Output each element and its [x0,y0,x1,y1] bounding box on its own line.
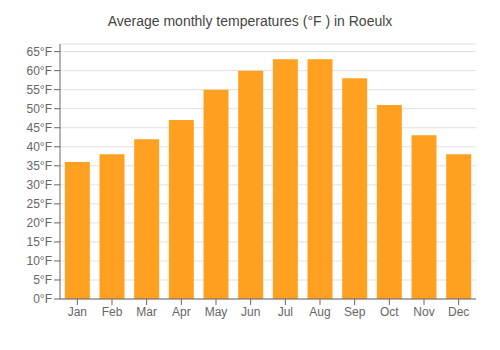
svg-text:Sep: Sep [344,305,366,319]
svg-text:Nov: Nov [413,305,434,319]
svg-text:Feb: Feb [102,305,123,319]
svg-text:0°F: 0°F [33,292,52,306]
svg-text:20°F: 20°F [27,216,52,230]
svg-text:Apr: Apr [172,305,191,319]
svg-text:Aug: Aug [309,305,330,319]
svg-text:Jul: Jul [278,305,293,319]
svg-text:Jan: Jan [68,305,87,319]
svg-text:5°F: 5°F [33,273,52,287]
svg-text:May: May [205,305,228,319]
svg-text:55°F: 55°F [27,83,52,97]
html-text:Average monthly temperatures (: Average monthly temperatures (°F ) in Ro… [107,13,393,29]
svg-text:65°F: 65°F [27,45,52,59]
svg-text:15°F: 15°F [27,235,52,249]
svg-text:25°F: 25°F [27,197,52,211]
svg-text:Oct: Oct [380,305,399,319]
svg-text:Dec: Dec [448,305,469,319]
svg-text:60°F: 60°F [27,64,52,78]
svg-text:10°F: 10°F [27,254,52,268]
svg-text:30°F: 30°F [27,178,52,192]
svg-text:35°F: 35°F [27,159,52,173]
svg-text:Mar: Mar [136,305,157,319]
svg-text:45°F: 45°F [27,121,52,135]
svg-text:Jun: Jun [241,305,260,319]
svg-text:40°F: 40°F [27,140,52,154]
svg-text:50°F: 50°F [27,102,52,116]
